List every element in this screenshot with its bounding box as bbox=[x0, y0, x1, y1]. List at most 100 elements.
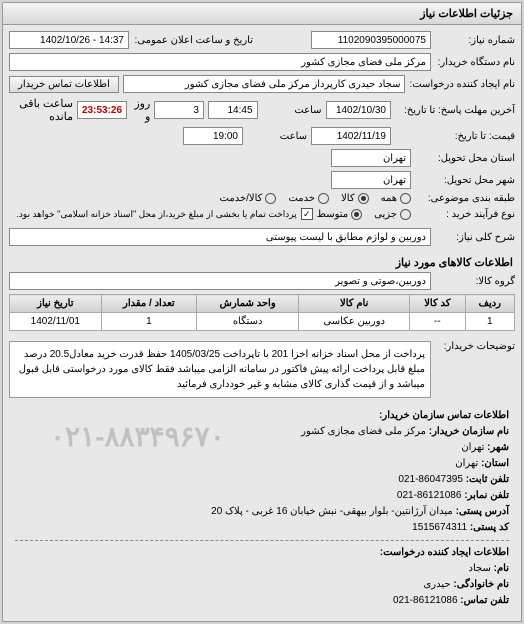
state-value: تهران bbox=[455, 458, 478, 469]
th-row: ردیف bbox=[465, 295, 514, 313]
purchase-small[interactable]: جزیی bbox=[374, 209, 411, 220]
req-phone-label: تلفن تماس: bbox=[460, 595, 509, 606]
row-grouping: طبقه بندی موضوعی: همه کالا خدمت کالا/خدم… bbox=[9, 193, 515, 204]
summary-value: دوربین و لوازم مطابق با لیست پیوستی bbox=[9, 228, 431, 246]
td-date: 1402/11/01 bbox=[10, 313, 102, 331]
request-number-label: شماره نیاز: bbox=[435, 35, 515, 46]
req-family-value: حیدری bbox=[423, 579, 450, 590]
th-unit: واحد شمارش bbox=[197, 295, 299, 313]
fax-value: 86121086-021 bbox=[397, 490, 462, 501]
grouping-goods-service[interactable]: کالا/خدمت bbox=[220, 193, 277, 204]
buyer-device-value: مرکز ملی فضای مجازی کشور bbox=[9, 53, 431, 71]
td-row: 1 bbox=[465, 313, 514, 331]
th-date: تاریخ نیاز bbox=[10, 295, 102, 313]
purchase-type-label: نوع فرآیند خرید : bbox=[415, 209, 515, 220]
row-buyer-notes: توضیحات خریدار: پرداخت از محل اسناد خزان… bbox=[9, 337, 515, 398]
radio-icon bbox=[318, 193, 329, 204]
delivery-state-value: تهران bbox=[331, 149, 411, 167]
goods-section-title: اطلاعات کالاهای مورد نیاز bbox=[9, 250, 515, 272]
row-deadline: آخرین مهلت پاسخ: تا تاریخ: 1402/10/30 سا… bbox=[9, 97, 515, 123]
td-unit: دستگاه bbox=[197, 313, 299, 331]
panel-body: شماره نیاز: 1102090395000075 تاریخ و ساع… bbox=[3, 25, 521, 621]
phone-value: 86047395-021 bbox=[398, 474, 463, 485]
contact-buyer-org-title: اطلاعات تماس سازمان خریدار: bbox=[15, 408, 509, 424]
details-panel: جزئیات اطلاعات نیاز شماره نیاز: 11020903… bbox=[2, 2, 522, 622]
divider bbox=[15, 540, 509, 541]
publish-date-value: 14:37 - 1402/10/26 bbox=[9, 31, 129, 49]
city-value: تهران bbox=[461, 442, 484, 453]
table-header-row: ردیف کد کالا نام کالا واحد شمارش تعداد /… bbox=[10, 295, 515, 313]
td-code: -- bbox=[410, 313, 465, 331]
row-goods-group: گروه کالا: دوربین،صوتی و تصویر bbox=[9, 272, 515, 290]
goods-group-label: گروه کالا: bbox=[435, 276, 515, 287]
price-until-label: قیمت: تا تاریخ: bbox=[395, 131, 515, 142]
org-label: نام سازمان خریدار: bbox=[429, 426, 509, 437]
buyer-notes-label: توضیحات خریدار: bbox=[435, 337, 515, 352]
req-name-value: سجاد bbox=[469, 563, 491, 574]
grouping-all[interactable]: همه bbox=[381, 193, 411, 204]
requester-label: نام ایجاد کننده درخواست: bbox=[409, 79, 515, 90]
fax-label: تلفن نمابر: bbox=[464, 490, 509, 501]
grouping-service[interactable]: خدمت bbox=[288, 193, 329, 204]
req-name-label: نام: bbox=[494, 563, 509, 574]
deadline-label: آخرین مهلت پاسخ: تا تاریخ: bbox=[395, 105, 515, 116]
radio-icon bbox=[400, 209, 411, 220]
deadline-days-label: روز و bbox=[131, 97, 150, 123]
radio-icon bbox=[358, 193, 369, 204]
row-summary: شرح کلی نیاز: دوربین و لوازم مطابق با لی… bbox=[9, 228, 515, 246]
delivery-city-value: تهران bbox=[331, 171, 411, 189]
purchase-note: پرداخت تمام یا بخشی از مبلغ خرید،از محل … bbox=[16, 209, 296, 220]
goods-table: ردیف کد کالا نام کالا واحد شمارش تعداد /… bbox=[9, 294, 515, 331]
price-until-time-label: ساعت bbox=[247, 131, 307, 142]
deadline-time: 14:45 bbox=[208, 101, 258, 119]
td-name: دوربین عکاسی bbox=[299, 313, 410, 331]
publish-date-label: تاریخ و ساعت اعلان عمومی: bbox=[133, 35, 253, 46]
state-label: استان: bbox=[481, 458, 509, 469]
addr-label: آدرس پستی: bbox=[456, 506, 509, 517]
deadline-countdown: 23:53:26 bbox=[77, 101, 127, 119]
req-phone-value: 86121086-021 bbox=[393, 595, 458, 606]
price-until-time: 19:00 bbox=[183, 127, 243, 145]
td-qty: 1 bbox=[101, 313, 196, 331]
buyer-device-label: نام دستگاه خریدار: bbox=[435, 57, 515, 68]
row-request-number: شماره نیاز: 1102090395000075 تاریخ و ساع… bbox=[9, 31, 515, 49]
row-price-until: قیمت: تا تاریخ: 1402/11/19 ساعت 19:00 bbox=[9, 127, 515, 145]
addr-value: میدان آرژانتین- بلوار بیهقی- نبش خیابان … bbox=[211, 506, 453, 517]
radio-icon bbox=[265, 193, 276, 204]
city-label: شهر: bbox=[487, 442, 509, 453]
org-value: مرکز ملی فضای مجازی کشور bbox=[301, 426, 426, 437]
deadline-time-label: ساعت bbox=[262, 105, 322, 116]
req-family-label: نام خانوادگی: bbox=[453, 579, 509, 590]
phone-label: تلفن ثابت: bbox=[466, 474, 509, 485]
buyer-contact-button[interactable]: اطلاعات تماس خریدار bbox=[9, 76, 119, 93]
delivery-city-label: شهر محل تحویل: bbox=[415, 175, 515, 186]
grouping-label: طبقه بندی موضوعی: bbox=[415, 193, 515, 204]
row-buyer-device: نام دستگاه خریدار: مرکز ملی فضای مجازی ک… bbox=[9, 53, 515, 71]
contact-requester-title: اطلاعات ایجاد کننده درخواست: bbox=[15, 545, 509, 561]
row-delivery-state: استان محل تحویل: تهران bbox=[9, 149, 515, 167]
purchase-medium[interactable]: متوسط bbox=[317, 209, 362, 220]
goods-group-value: دوربین،صوتی و تصویر bbox=[9, 272, 431, 290]
post-label: کد پستی: bbox=[470, 522, 509, 533]
buyer-notes-text: پرداخت از محل اسناد خزانه اخزا 201 با تا… bbox=[9, 341, 431, 398]
th-code: کد کالا bbox=[410, 295, 465, 313]
summary-label: شرح کلی نیاز: bbox=[435, 232, 515, 243]
deadline-days: 3 bbox=[154, 101, 204, 119]
treasury-checkbox[interactable] bbox=[301, 208, 313, 220]
table-row: 1 -- دوربین عکاسی دستگاه 1 1402/11/01 bbox=[10, 313, 515, 331]
panel-header: جزئیات اطلاعات نیاز bbox=[3, 3, 521, 25]
th-qty: تعداد / مقدار bbox=[101, 295, 196, 313]
grouping-goods[interactable]: کالا bbox=[341, 193, 369, 204]
deadline-date: 1402/10/30 bbox=[326, 101, 391, 119]
purchase-type-radio-group: جزیی متوسط bbox=[317, 209, 411, 220]
deadline-remain-label: ساعت باقی مانده bbox=[9, 97, 73, 123]
row-delivery-city: شهر محل تحویل: تهران bbox=[9, 171, 515, 189]
radio-icon bbox=[351, 209, 362, 220]
delivery-state-label: استان محل تحویل: bbox=[415, 153, 515, 164]
request-number-value: 1102090395000075 bbox=[311, 31, 431, 49]
row-purchase-type: نوع فرآیند خرید : جزیی متوسط پرداخت تمام… bbox=[9, 208, 515, 220]
post-value: 1515674311 bbox=[412, 522, 467, 533]
grouping-radio-group: همه کالا خدمت کالا/خدمت bbox=[220, 193, 411, 204]
contact-buyer-org: اطلاعات تماس سازمان خریدار: نام سازمان خ… bbox=[9, 402, 515, 615]
requester-value: سجاد حیدری کارپرداز مرکز ملی فضای مجازی … bbox=[123, 75, 406, 93]
